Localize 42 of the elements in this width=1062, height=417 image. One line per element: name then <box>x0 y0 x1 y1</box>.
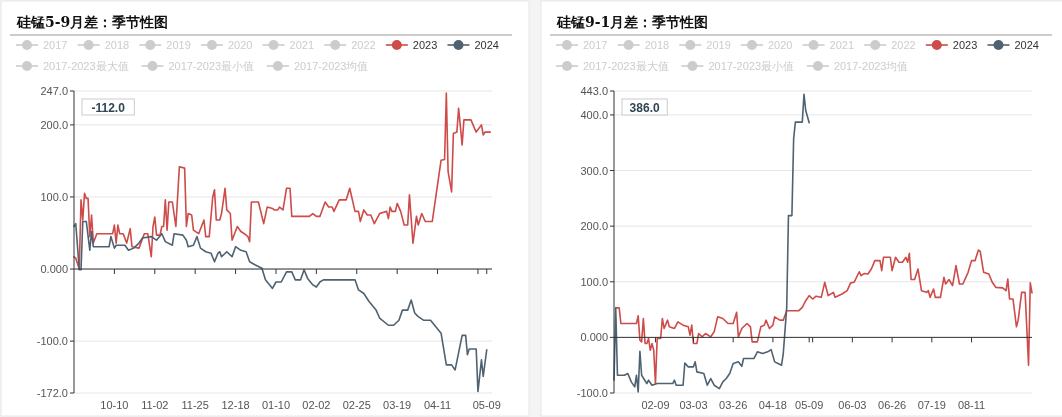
line-series <box>613 93 810 393</box>
line-series <box>73 220 488 393</box>
x-tick-label: 05-09 <box>795 399 824 411</box>
legend-label: 2023 <box>952 39 978 51</box>
y-tick-label: 443.0 <box>580 85 608 97</box>
x-tick-label: 05-09 <box>472 399 501 411</box>
y-tick-label: 247.0 <box>40 85 68 97</box>
annotation: -112.0 <box>91 100 126 115</box>
y-tick-label: -100.0 <box>576 387 608 399</box>
y-tick-label: 0.000 <box>580 331 608 344</box>
x-tick-label: 11-02 <box>141 399 169 411</box>
x-tick-label: 03-26 <box>719 399 748 411</box>
x-tick-label: 04-18 <box>758 399 787 411</box>
x-tick-label: 10-10 <box>100 399 129 411</box>
x-tick-label: 07-19 <box>917 399 946 411</box>
legend-label: 2024 <box>474 39 499 51</box>
y-tick-label: -100.0 <box>36 335 68 348</box>
x-tick-label: 03-03 <box>679 399 708 411</box>
x-tick-label: 04-11 <box>423 399 452 411</box>
y-tick-label: 400.0 <box>580 108 608 121</box>
x-tick-label: 02-09 <box>641 399 670 411</box>
annotation: 386.0 <box>629 100 660 115</box>
chart-title: 硅锰9-1月差：季节性图 <box>556 14 709 30</box>
x-tick-label: 11-25 <box>181 399 209 411</box>
y-tick-label: 100.0 <box>40 190 68 203</box>
x-tick-label: 02-02 <box>302 399 331 411</box>
y-tick-label: 0.000 <box>40 263 68 276</box>
x-tick-label: 08-11 <box>957 399 986 411</box>
x-tick-label: 06-03 <box>838 399 867 411</box>
x-tick-label: 02-25 <box>342 399 371 411</box>
y-tick-label: -172.0 <box>36 387 68 399</box>
y-tick-label: 200.0 <box>40 118 68 131</box>
y-tick-label: 200.0 <box>580 220 608 233</box>
y-tick-label: 100.0 <box>580 275 608 288</box>
x-tick-label: 01-10 <box>261 399 291 411</box>
legend-label: 2024 <box>1014 39 1039 51</box>
x-tick-label: 06-26 <box>878 399 907 411</box>
x-tick-label: 03-19 <box>383 399 412 411</box>
legend-label: 2023 <box>412 39 438 51</box>
x-tick-label: 12-18 <box>221 399 250 411</box>
y-tick-label: 300.0 <box>580 164 608 177</box>
chart-title: 硅锰5-9月差：季节性图 <box>16 14 169 30</box>
